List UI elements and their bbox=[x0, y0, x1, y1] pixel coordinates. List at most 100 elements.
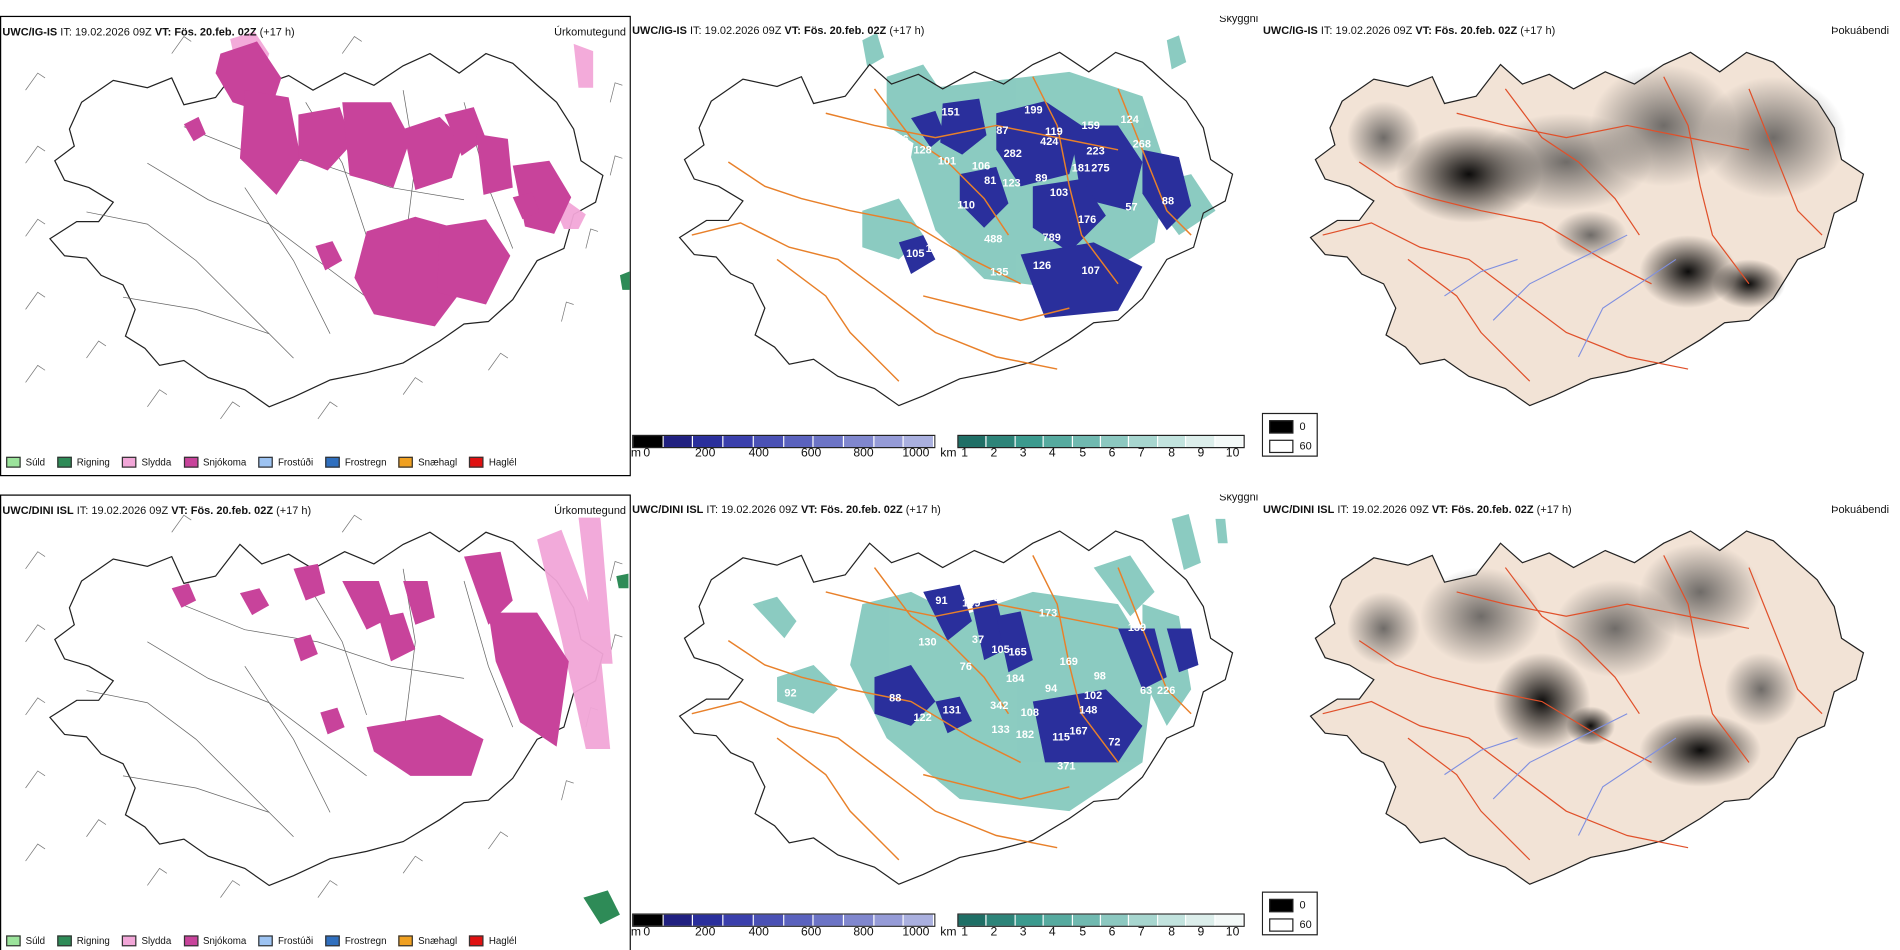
vis-label: 88 bbox=[1162, 196, 1174, 208]
precip-legend: Súld Rigning Slydda Snjókoma Frostúði Fr… bbox=[6, 454, 516, 469]
vis-label: 91 bbox=[935, 595, 947, 607]
vis-label: 110 bbox=[957, 199, 975, 211]
legend-item-snow-pellets: Snæhagl bbox=[398, 456, 457, 468]
panel-title: UWC/DINI ISL IT: 19.02.2026 09Z VT: Fös.… bbox=[1263, 502, 1889, 517]
visibility-map: 773 284 56 128 151 87 199 119 159 124 10… bbox=[631, 32, 1262, 476]
colorbar-tick: 6 bbox=[1108, 446, 1116, 461]
valid-time: Fös. 20.feb. 02Z bbox=[804, 24, 887, 37]
product-name: Skyggni bbox=[1219, 494, 1259, 504]
fog-legend-max: 60 bbox=[1299, 918, 1312, 931]
vis-label: 131 bbox=[943, 705, 961, 717]
vis-label: 105 bbox=[991, 644, 1009, 656]
legend-item-freezing-drizzle: Frostúði bbox=[258, 934, 313, 946]
model-name: UWC/IG-IS bbox=[1263, 24, 1318, 37]
model-name: UWC/DINI ISL bbox=[632, 503, 704, 516]
colorbar-tick: 5 bbox=[1079, 925, 1087, 940]
colorbar-unit: km bbox=[940, 925, 957, 940]
colorbar-tick: 7 bbox=[1137, 925, 1145, 940]
it-label: IT: bbox=[1337, 503, 1349, 516]
legend-item-sleet: Slydda bbox=[121, 934, 171, 946]
legend-item-snow-pellets: Snæhagl bbox=[398, 934, 457, 946]
colorbar-tick: 0 bbox=[643, 446, 651, 461]
colorbar-tick: 9 bbox=[1197, 446, 1205, 461]
legend-item-hail: Haglél bbox=[469, 456, 516, 468]
colorbar-tick: 4 bbox=[1048, 446, 1056, 461]
vis-label: 108 bbox=[1021, 707, 1039, 719]
colorbar-tick: 7 bbox=[1137, 446, 1145, 461]
lead-time: (+17 h) bbox=[1520, 24, 1556, 37]
colorbar-tick: 10 bbox=[1225, 925, 1240, 940]
colorbar-tick: 1 bbox=[961, 446, 969, 461]
colorbar-tick: 400 bbox=[748, 925, 769, 940]
vis-label: 103 bbox=[1050, 187, 1068, 199]
vis-label: 371 bbox=[1057, 761, 1075, 773]
vis-label: 130 bbox=[918, 637, 936, 649]
colorbar-tick: 5 bbox=[1079, 446, 1087, 461]
colorbar-tick: 800 bbox=[853, 446, 874, 461]
colorbar-tick: 3 bbox=[1019, 925, 1027, 940]
vis-label: 106 bbox=[972, 160, 990, 172]
vis-label: 72 bbox=[1108, 736, 1120, 748]
model-name: UWC/DINI ISL bbox=[2, 504, 74, 517]
vis-label: 165 bbox=[1008, 646, 1026, 658]
colorbar-tick: 1000 bbox=[902, 446, 930, 461]
valid-time: Fös. 20.feb. 02Z bbox=[174, 25, 257, 38]
vis-label: 122 bbox=[913, 712, 931, 724]
vt-label: VT: bbox=[1431, 503, 1449, 516]
init-time: 19.02.2026 09Z bbox=[74, 25, 152, 38]
vis-label: 268 bbox=[1133, 138, 1151, 150]
legend-item-rain: Rigning bbox=[57, 456, 110, 468]
lead-time: (+17 h) bbox=[276, 504, 312, 517]
fog-map bbox=[1262, 494, 1893, 950]
colorbar-tick: 800 bbox=[853, 925, 874, 940]
colorbar-tick: 6 bbox=[1108, 925, 1116, 940]
colorbar-tick: 600 bbox=[800, 925, 822, 940]
panel-precip-type-dini: UWC/DINI ISL IT: 19.02.2026 09Z VT: Fös.… bbox=[0, 494, 631, 950]
vis-label: 124 bbox=[1121, 114, 1140, 126]
colorbar-tick: 2 bbox=[990, 925, 998, 940]
vis-label: 773 bbox=[814, 120, 832, 132]
it-label: IT: bbox=[76, 504, 89, 517]
vis-label: 128 bbox=[913, 144, 931, 156]
vis-label: 789 bbox=[1043, 232, 1061, 244]
init-time: 19.02.2026 09Z bbox=[721, 503, 798, 516]
colorbar-tick: 200 bbox=[695, 925, 716, 940]
vis-label: 223 bbox=[1086, 146, 1104, 158]
vis-label: 101 bbox=[938, 155, 956, 167]
vis-label: 275 bbox=[1091, 163, 1109, 175]
legend-item-drizzle: Súld bbox=[6, 934, 45, 946]
colorbar-tick: 9 bbox=[1197, 925, 1205, 940]
init-time: 19.02.2026 09Z bbox=[91, 504, 169, 517]
vis-label: 63 bbox=[1140, 685, 1152, 697]
colorbar-unit: km bbox=[940, 446, 957, 461]
lead-time: (+17 h) bbox=[889, 24, 925, 37]
valid-time: Fös. 20.feb. 02Z bbox=[1434, 24, 1518, 37]
fog-legend: 0 60 bbox=[1261, 412, 1318, 457]
vt-label: VT: bbox=[784, 24, 801, 37]
colorbar-kilometres: km 1 2 3 4 5 6 7 8 9 10 bbox=[940, 913, 1259, 945]
valid-time: Fös. 20.feb. 02Z bbox=[1451, 503, 1534, 516]
vis-label: 81 bbox=[984, 175, 996, 187]
vis-label: 167 bbox=[1069, 725, 1087, 737]
vis-label: 89 bbox=[1035, 172, 1047, 184]
vt-label: VT: bbox=[171, 504, 188, 517]
vis-label: 126 bbox=[1033, 260, 1051, 272]
fog-map bbox=[1262, 16, 1893, 476]
legend-item-snow: Snjókoma bbox=[183, 934, 246, 946]
vis-label: 88 bbox=[889, 693, 901, 705]
fog-legend-min: 0 bbox=[1299, 898, 1306, 912]
valid-time: Fös. 20.feb. 02Z bbox=[820, 503, 903, 516]
product-name: Úrkomutegund bbox=[554, 504, 627, 517]
vis-label: 37 bbox=[972, 634, 984, 646]
vis-label: 105 bbox=[906, 248, 924, 260]
vis-label: 94 bbox=[1045, 683, 1058, 695]
colorbar-tick: 1000 bbox=[902, 925, 930, 940]
legend-item-drizzle: Súld bbox=[6, 456, 45, 468]
panel-title: UWC/IG-IS IT: 19.02.2026 09Z VT: Fös. 20… bbox=[1263, 23, 1889, 38]
vis-label: 176 bbox=[1078, 214, 1096, 226]
panel-fog-ig: UWC/IG-IS IT: 19.02.2026 09Z VT: Fös. 20… bbox=[1261, 15, 1893, 477]
colorbar-tick: 4 bbox=[1048, 925, 1056, 940]
vis-label: 107 bbox=[1082, 265, 1100, 277]
vis-label: 133 bbox=[991, 724, 1009, 736]
